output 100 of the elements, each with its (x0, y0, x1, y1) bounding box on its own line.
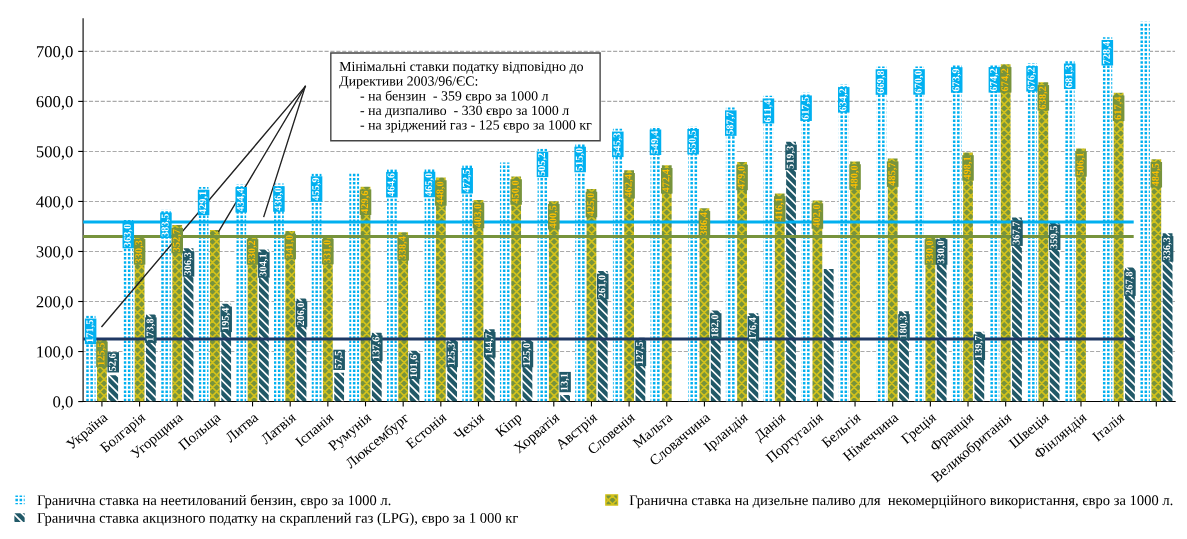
bar (560, 395, 570, 402)
data-label: 505,2 (538, 153, 547, 176)
y-tick-label: 300,0 (36, 246, 73, 260)
bar (334, 372, 345, 402)
data-label: 182,0 (711, 314, 720, 337)
data-label: 429,6 (361, 190, 370, 214)
data-label: 173,8 (146, 318, 155, 342)
data-label: 462,4 (624, 174, 634, 198)
data-label: 352,7 (172, 229, 182, 252)
data-label: 480,0 (850, 165, 860, 189)
data-label: 669,8 (876, 70, 886, 94)
data-label: 617,5 (801, 96, 811, 120)
data-label: 634,2 (839, 88, 848, 112)
data-label: 383,5 (161, 213, 171, 237)
data-label: 479,0 (737, 166, 747, 190)
data-label: 429,1 (199, 191, 208, 215)
data-label: 139,7 (974, 335, 984, 359)
data-label: 52,6 (108, 353, 118, 371)
data-label: 330,0 (925, 240, 935, 264)
data-label: 330,0 (937, 240, 946, 264)
data-label: 670,0 (914, 70, 924, 94)
y-tick-label: 400,0 (36, 196, 73, 210)
data-label: 465,0 (425, 173, 434, 197)
data-label: 330,2 (248, 240, 257, 264)
data-label: 587,7 (726, 111, 735, 135)
bar (108, 375, 119, 402)
data-label: 485,7 (888, 162, 897, 186)
data-label: 195,4 (221, 307, 231, 331)
data-label: 448,0 (436, 181, 445, 205)
data-label: 673,9 (952, 68, 961, 92)
y-tick-label: 700,0 (36, 46, 73, 60)
data-label: 464,6 (387, 173, 396, 197)
data-label: 338,4 (398, 236, 408, 260)
data-label: 125,3 (447, 343, 457, 366)
bar (499, 162, 510, 402)
data-label: 144,7 (485, 333, 494, 356)
data-label: 359,5 (1050, 225, 1059, 249)
data-label: 127,5 (636, 341, 645, 365)
data-label: 171,5 (86, 319, 95, 343)
data-label: 367,7 (1012, 221, 1022, 245)
y-tick-label: 500,0 (36, 146, 73, 160)
annotation: Мінімальні ставки податку відповідно до Директиви 2003/96/ЄС: - на бензин - 359 євро за 1000 л - на дизпаливо - 330 євро за 1000 л - на зріджений газ - 125 євро за 1000 кг (339, 61, 592, 133)
y-tick-label: 100,0 (37, 346, 73, 360)
y-tick-label: 0,0 (53, 396, 73, 410)
data-label: 728,4 (1102, 41, 1112, 64)
data-label: 472,5 (462, 169, 472, 193)
data-label: 416,1 (775, 197, 784, 221)
legend-label: Гранична ставка на дизельне паливо для некомерційного використання, євро за 1000 л. (629, 495, 1173, 509)
data-label: 306,3 (184, 252, 193, 276)
data-label: 550,5 (688, 130, 698, 154)
data-label: 484,5 (1151, 163, 1161, 187)
data-label: 180,3 (899, 315, 909, 338)
data-label: 506,1 (1076, 152, 1086, 176)
data-label: 400,5 (549, 205, 558, 229)
x-tick-label: Чехія (453, 411, 485, 441)
data-label: 676,2 (1027, 67, 1037, 91)
data-label: 549,4 (651, 130, 660, 154)
y-tick-label: 600,0 (36, 96, 73, 110)
data-label: 674,2 (989, 68, 999, 92)
data-label: 331,0 (323, 240, 332, 263)
data-label: 674,2 (1001, 68, 1010, 92)
data-label: 611,4 (764, 99, 773, 123)
data-label: 472,4 (662, 169, 671, 193)
data-label: 545,3 (613, 132, 622, 156)
data-label: 261,0 (598, 275, 607, 298)
data-label: 341,0 (285, 235, 295, 258)
data-label: 681,3 (1065, 64, 1074, 88)
data-label: 336,3 (1163, 237, 1172, 261)
data-label: 403,0 (474, 204, 483, 228)
data-label: 176,4 (748, 317, 758, 340)
bar (1102, 37, 1113, 402)
data-label: 125,0 (523, 343, 532, 366)
y-tick-label: 200,0 (36, 296, 73, 310)
data-label: 617,4 (1114, 96, 1123, 120)
data-label: 519,3 (786, 145, 796, 169)
data-label: 57,5 (334, 351, 344, 369)
data-label: 267,8 (1125, 271, 1135, 295)
legend-label: Гранична ставка акцизного податку на скраплений газ (LPG), євро за 1 000 кг (37, 512, 518, 526)
data-label: 101,6 (410, 354, 419, 378)
data-label: 515,0 (575, 148, 585, 171)
data-label: 402,0 (812, 204, 822, 228)
data-label: 638,2 (1038, 86, 1048, 110)
legend-label: Гранична ставка на неетилований бензин, євро за 1000 л. (37, 494, 391, 509)
data-label: 137,6 (372, 336, 381, 360)
bar (823, 268, 834, 402)
bar (209, 229, 220, 402)
data-label: 498,1 (963, 156, 973, 180)
bar (1140, 21, 1150, 402)
data-label: 304,1 (259, 253, 268, 277)
data-label: 386,4 (700, 212, 709, 236)
data-label: 434,4 (236, 188, 246, 212)
data-label: 330,3 (135, 240, 144, 264)
data-label: 206,0 (297, 302, 306, 326)
data-label: 125,5 (97, 342, 107, 366)
data-label: 436,0 (274, 187, 284, 211)
data-label: 455,9 (312, 177, 321, 201)
bar (349, 171, 360, 402)
data-label: 450,0 (511, 180, 521, 204)
data-label: 13,1 (560, 373, 570, 391)
data-label: 363,0 (123, 224, 133, 247)
